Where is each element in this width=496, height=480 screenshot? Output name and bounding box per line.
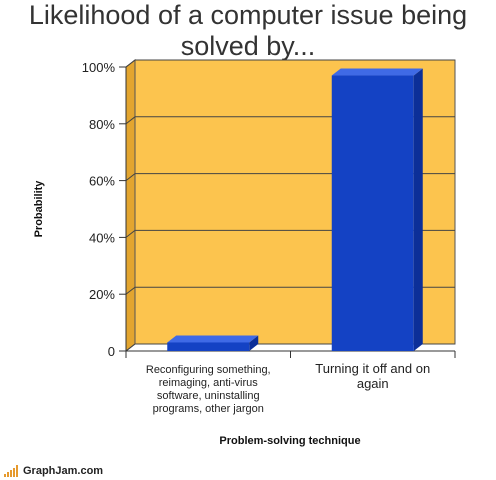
chart-title-line-2: solved by... — [180, 31, 316, 61]
y-tick-label: 20% — [89, 287, 115, 302]
bar — [167, 342, 250, 351]
y-tick-label: 0 — [108, 344, 115, 359]
bar-top — [331, 68, 423, 76]
x-tick-label: again — [357, 376, 389, 391]
bar-top — [167, 335, 259, 343]
x-tick-label: Reconfiguring something, — [146, 364, 271, 376]
footer: GraphJam.com — [4, 463, 103, 477]
signal-bars-icon — [4, 465, 19, 477]
y-tick-label: 40% — [89, 230, 115, 245]
footer-brand: GraphJam.com — [23, 465, 104, 477]
bar-side — [413, 68, 423, 352]
x-axis-label: Problem-solving technique — [219, 435, 360, 447]
x-tick-label: Turning it off and on — [315, 361, 430, 376]
y-tick-label: 100% — [82, 60, 116, 75]
bar-side — [249, 335, 259, 351]
chart-title: Likelihood of a computer issue being sol… — [0, 0, 496, 62]
y-tick-label: 60% — [89, 174, 115, 189]
chart-title-line-1: Likelihood of a computer issue being — [28, 0, 468, 30]
y-axis-label: Probability — [33, 180, 45, 238]
y-tick-label: 80% — [89, 117, 115, 132]
gridline — [125, 59, 455, 68]
x-tick-label: software, uninstalling — [157, 390, 260, 402]
plot-side-wall — [125, 58, 136, 353]
x-tick-label: reimaging, anti-virus — [159, 377, 259, 389]
x-tick-label: programs, other jargon — [153, 403, 264, 415]
bar — [331, 75, 414, 352]
